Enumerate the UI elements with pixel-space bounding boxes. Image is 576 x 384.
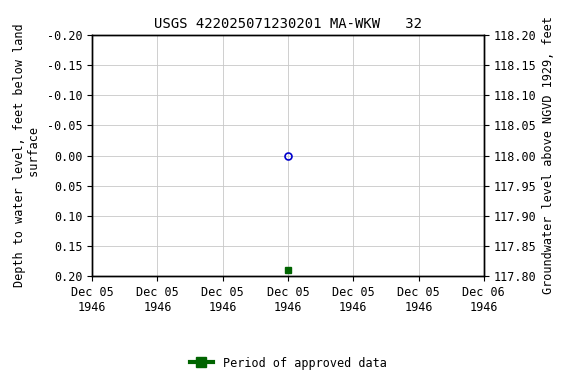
Title: USGS 422025071230201 MA-WKW   32: USGS 422025071230201 MA-WKW 32 <box>154 17 422 31</box>
Legend: Period of approved data: Period of approved data <box>185 352 391 374</box>
Y-axis label: Depth to water level, feet below land
 surface: Depth to water level, feet below land su… <box>13 24 41 287</box>
Y-axis label: Groundwater level above NGVD 1929, feet: Groundwater level above NGVD 1929, feet <box>542 17 555 295</box>
